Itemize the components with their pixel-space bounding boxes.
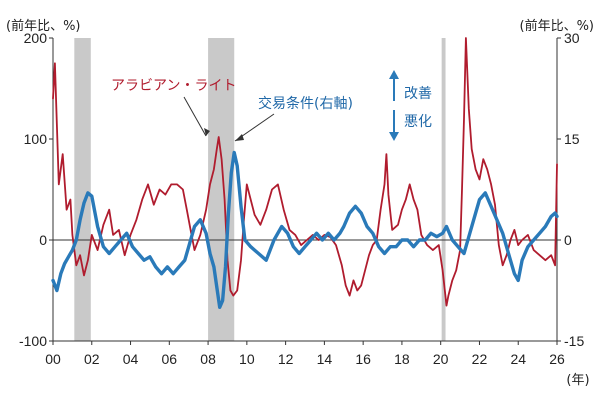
y-left-unit-label: (前年比、%) (6, 18, 81, 34)
x-tick-label: 18 (394, 351, 410, 367)
arabian-light-pointer (183, 96, 207, 137)
x-tick-label: 24 (510, 351, 526, 367)
x-tick-label: 02 (84, 351, 100, 367)
terms-of-trade-line (51, 150, 559, 309)
y-right-tick-label: -15 (564, 333, 584, 349)
y-right-unit-label: (前年比、%) (520, 18, 595, 34)
y-left-tick-label: 0 (39, 232, 47, 248)
x-tick-label: 14 (317, 351, 333, 367)
worsen-label: 悪化 (404, 114, 432, 130)
shaded-period-3 (441, 38, 446, 341)
improve-label: 改善 (404, 86, 432, 102)
x-unit-label: (年) (566, 373, 589, 388)
y-right-tick-label: 15 (564, 131, 580, 147)
y-right-tick-label: 30 (564, 30, 580, 46)
x-tick-label: 00 (45, 351, 61, 367)
arabian-light-pointer-head (204, 128, 210, 136)
y-left-tick-label: 200 (24, 30, 48, 46)
y-right-tick-label: 0 (564, 232, 572, 248)
x-tick-label: 06 (162, 351, 178, 367)
x-tick-label: 08 (200, 351, 216, 367)
x-tick-label: 04 (123, 351, 139, 367)
x-tick-label: 10 (239, 351, 255, 367)
x-tick-label: 16 (355, 351, 371, 367)
x-tick-label: 12 (278, 351, 294, 367)
series-layer (51, 37, 559, 309)
worsen-arrow-head (389, 132, 399, 141)
improve-arrow-head (389, 70, 399, 79)
y-left-tick-label: 100 (24, 131, 48, 147)
x-tick-label: 22 (472, 351, 488, 367)
terms-of-trade-pointer-head (235, 134, 244, 141)
label-layer: -100 0 100 200 -15 0 15 30 00 02 04 06 08 10 12 14 16 18 2… (6, 18, 594, 388)
y-left-tick-label: -100 (19, 333, 47, 349)
x-tick-label: 20 (433, 351, 449, 367)
arabian-light-annotation: アラビアン・ライト (111, 78, 236, 94)
shaded-period-1 (74, 38, 91, 341)
terms-of-trade-annotation: 交易条件(右軸) (258, 95, 353, 112)
x-tick-label: 26 (549, 351, 565, 367)
